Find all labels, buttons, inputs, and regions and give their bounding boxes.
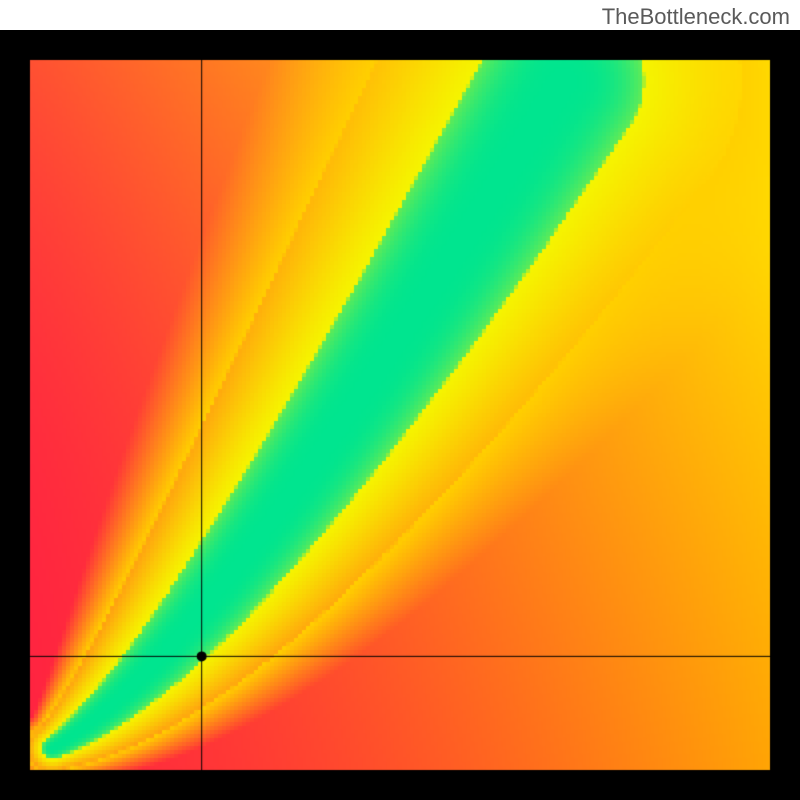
watermark-label: TheBottleneck.com	[602, 4, 790, 30]
bottleneck-heatmap	[0, 30, 800, 800]
heatmap-canvas	[0, 30, 800, 800]
